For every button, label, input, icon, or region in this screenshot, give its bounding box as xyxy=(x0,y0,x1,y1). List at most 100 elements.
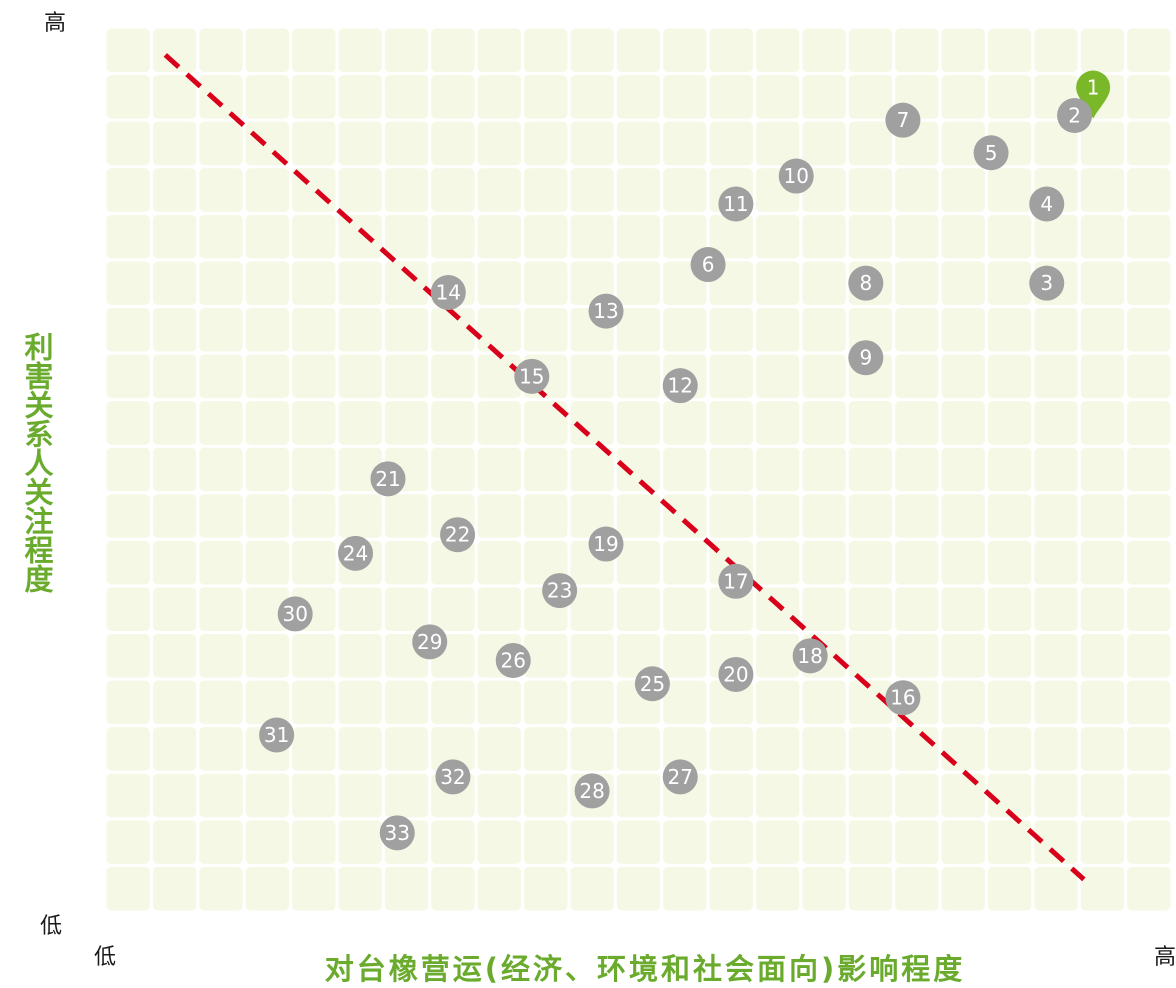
grid-cell xyxy=(524,820,568,864)
grid-cell xyxy=(292,494,336,538)
grid-cell xyxy=(987,307,1032,352)
issue-point-circle xyxy=(440,517,476,553)
grid-cell xyxy=(709,866,753,911)
grid-cell xyxy=(1034,634,1078,678)
grid-cell xyxy=(106,494,150,538)
issue-point-label: 11 xyxy=(723,192,748,216)
grid-cell xyxy=(709,447,753,492)
grid-cell xyxy=(663,447,707,492)
issue-point-circle xyxy=(495,642,531,678)
grid-cell xyxy=(338,354,382,399)
grid-cell xyxy=(1080,634,1125,678)
grid-cell xyxy=(616,727,661,771)
divider-layer xyxy=(163,53,1086,882)
issue-point-circle xyxy=(778,158,814,194)
issue-point-label: 29 xyxy=(417,630,442,654)
grid-cell xyxy=(338,494,382,538)
grid-cell xyxy=(477,401,522,445)
grid-cell xyxy=(524,214,568,259)
grid-cell xyxy=(848,773,893,818)
grid xyxy=(106,28,1171,911)
grid-cell xyxy=(941,28,985,73)
grid-cell xyxy=(941,447,985,492)
issue-point-circle xyxy=(542,573,578,609)
issue-point-circle xyxy=(792,638,828,674)
grid-cell xyxy=(431,820,475,864)
grid-cell xyxy=(1034,540,1078,585)
grid-cell xyxy=(755,75,800,119)
grid-cell xyxy=(848,540,893,585)
grid-cell xyxy=(431,354,475,399)
y-axis-title: 利害关系人关注程度 xyxy=(20,332,54,593)
issue-point-label: 30 xyxy=(282,602,307,626)
grid-cell xyxy=(152,168,197,212)
grid-cell xyxy=(384,121,429,166)
grid-cell xyxy=(802,587,846,632)
grid-cell xyxy=(987,75,1032,119)
grid-cell xyxy=(895,401,939,445)
grid-cell xyxy=(663,820,707,864)
grid-cell xyxy=(709,727,753,771)
grid-cell xyxy=(941,680,985,725)
grid-cell xyxy=(338,214,382,259)
grid-cell xyxy=(616,75,661,119)
grid-cell xyxy=(338,866,382,911)
grid-cell xyxy=(941,168,985,212)
grid-cell xyxy=(802,680,846,725)
grid-cell xyxy=(384,307,429,352)
issue-point: 17 xyxy=(718,563,754,599)
grid-cell xyxy=(292,261,336,305)
grid-cell xyxy=(1127,773,1171,818)
grid-cell xyxy=(292,634,336,678)
issue-point: 9 xyxy=(848,340,884,376)
grid-cell xyxy=(199,214,243,259)
issue-point: 29 xyxy=(412,624,448,660)
grid-cell xyxy=(616,773,661,818)
grid-cell xyxy=(570,727,614,771)
grid-cell xyxy=(848,634,893,678)
grid-cell xyxy=(1034,866,1078,911)
issue-point-label: 33 xyxy=(385,821,410,845)
issue-point-circle xyxy=(379,815,415,851)
grid-cell xyxy=(663,121,707,166)
grid-cell xyxy=(152,680,197,725)
grid-cell xyxy=(848,307,893,352)
grid-cell xyxy=(199,634,243,678)
grid-cell xyxy=(1127,307,1171,352)
grid-cell xyxy=(431,447,475,492)
grid-cell xyxy=(616,28,661,73)
issue-point: 22 xyxy=(440,517,476,553)
grid-cell xyxy=(987,447,1032,492)
grid-cell xyxy=(755,307,800,352)
grid-cell xyxy=(245,168,290,212)
grid-cell xyxy=(755,820,800,864)
issue-point: 4 xyxy=(1029,186,1065,222)
grid-cell xyxy=(152,727,197,771)
grid-cell xyxy=(384,401,429,445)
grid-cell xyxy=(1080,28,1125,73)
grid-cell xyxy=(477,447,522,492)
x-axis-title: 对台橡营运(经济、环境和社会面向)影响程度 xyxy=(324,952,966,986)
grid-cell xyxy=(524,447,568,492)
grid-cell xyxy=(987,494,1032,538)
grid-cell xyxy=(1127,354,1171,399)
grid-cell xyxy=(106,401,150,445)
issue-point: 7 xyxy=(885,102,921,138)
grid-cell xyxy=(152,28,197,73)
issue-point-label: 4 xyxy=(1040,192,1053,216)
y-axis-high-label: 高 xyxy=(44,11,67,36)
grid-cell xyxy=(987,168,1032,212)
issue-point-label: 27 xyxy=(668,765,693,789)
grid-cell xyxy=(663,587,707,632)
grid-cell xyxy=(524,773,568,818)
grid-cell xyxy=(152,214,197,259)
grid-cell xyxy=(106,634,150,678)
grid-cell xyxy=(802,494,846,538)
grid-cell xyxy=(987,727,1032,771)
grid-cell xyxy=(895,587,939,632)
grid-cell xyxy=(1127,401,1171,445)
grid-cell xyxy=(848,447,893,492)
grid-cell xyxy=(1080,261,1125,305)
grid-cell xyxy=(384,866,429,911)
grid-cell xyxy=(1127,820,1171,864)
